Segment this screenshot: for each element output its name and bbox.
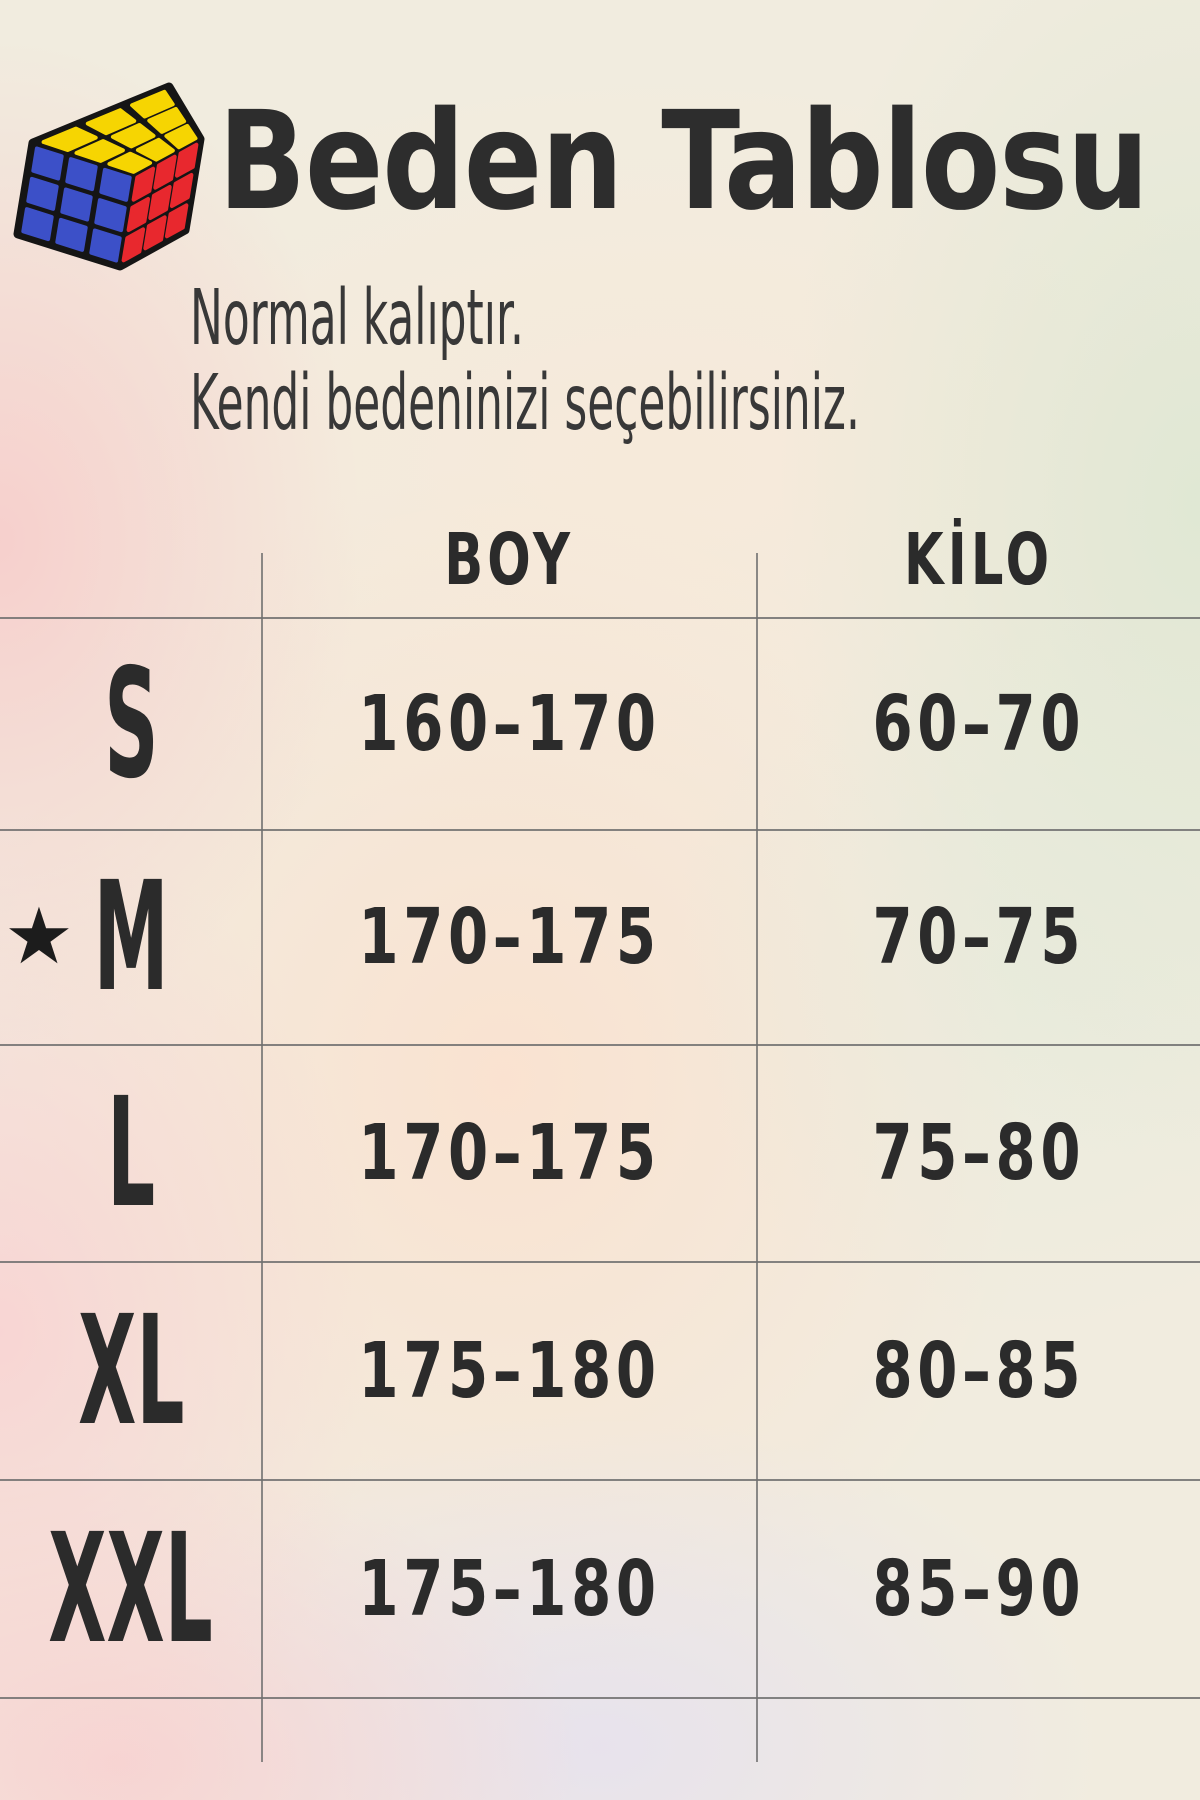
- cube-sticker-top: [85, 108, 137, 136]
- cube-sticker-right: [174, 142, 199, 178]
- table-row-xl-size: XL: [0, 1263, 262, 1479]
- cube-sticker-right: [153, 154, 177, 190]
- table-row-xl-kilo: 80–85: [757, 1263, 1200, 1479]
- table-row-xl-boy: 175–180: [262, 1263, 757, 1479]
- cube-sticker-right: [148, 185, 172, 220]
- column-header-boy-label: BOY: [444, 517, 575, 601]
- boy-value-s: 160–170: [358, 679, 661, 769]
- size-label-m: M: [93, 849, 169, 1025]
- subtitle-line-1: Normal kalıptır.: [190, 274, 524, 363]
- cube-sticker-top: [164, 123, 198, 150]
- cube-sticker-left: [55, 217, 88, 252]
- table-row-m-size: M: [0, 831, 262, 1044]
- grid-hline-6: [0, 1697, 1200, 1699]
- cube-sticker-right: [169, 173, 194, 208]
- grid-hline-4: [0, 1261, 1200, 1263]
- column-header-boy: BOY: [262, 500, 757, 618]
- size-label-l: L: [106, 1065, 156, 1241]
- cube-sticker-left: [99, 167, 132, 202]
- cube-sticker-top: [135, 137, 175, 162]
- cube-sticker-right: [126, 197, 151, 232]
- grid-hline-3: [0, 1044, 1200, 1046]
- cube-sticker-right: [143, 215, 167, 251]
- kilo-value-xl: 80–85: [872, 1326, 1085, 1416]
- grid-hline-2: [0, 829, 1200, 831]
- cube-sticker-top: [130, 89, 175, 119]
- cube-sticker-left: [65, 157, 98, 192]
- table-row-l-size: L: [0, 1046, 262, 1261]
- size-label-xl: XL: [77, 1282, 185, 1459]
- subtitle: Normal kalıptır. Kendi bedeninizi seçebi…: [190, 276, 1200, 446]
- boy-value-xl: 175–180: [358, 1326, 661, 1416]
- grid-hline-5: [0, 1479, 1200, 1481]
- column-header-kilo-label: KİLO: [903, 517, 1054, 601]
- cube-sticker-top: [74, 139, 125, 163]
- kilo-value-m: 70–75: [872, 893, 1085, 982]
- table-row-m-kilo: 70–75: [757, 831, 1200, 1044]
- cube-sticker-left: [94, 198, 127, 233]
- cube-sticker-top: [147, 106, 187, 134]
- grid-hline-1: [0, 617, 1200, 619]
- size-label-s: S: [103, 635, 159, 812]
- cube-sticker-left: [26, 176, 59, 211]
- cube-sticker-left: [60, 187, 93, 222]
- table-row-s-boy: 160–170: [262, 619, 757, 829]
- boy-value-l: 170–175: [358, 1109, 661, 1198]
- size-label-xxl: XXL: [48, 1500, 214, 1677]
- kilo-value-s: 60–70: [872, 679, 1085, 769]
- column-header-kilo: KİLO: [757, 500, 1200, 618]
- grid-vline-1: [261, 553, 263, 1762]
- table-row-l-kilo: 75–80: [757, 1046, 1200, 1261]
- table-row-l-boy: 170–175: [262, 1046, 757, 1261]
- kilo-value-xxl: 85–90: [872, 1544, 1085, 1634]
- boy-value-m: 170–175: [358, 893, 661, 982]
- cube-sticker-top: [107, 151, 153, 174]
- table-row-xxl-size: XXL: [0, 1481, 262, 1697]
- selected-size-star-icon: ★: [4, 892, 74, 982]
- boy-value-xxl: 175–180: [358, 1544, 661, 1634]
- cube-sticker-right: [131, 166, 156, 202]
- cube-sticker-left: [89, 228, 122, 263]
- cube-sticker-left: [21, 207, 54, 242]
- page-title: Beden Tablosu: [218, 83, 1149, 241]
- table-row-s-kilo: 60–70: [757, 619, 1200, 829]
- cube-sticker-right: [121, 227, 146, 263]
- subtitle-line-2: Kendi bedeninizi seçebilirsiniz.: [190, 359, 860, 448]
- grid-vline-2: [756, 553, 758, 1762]
- kilo-value-l: 75–80: [872, 1109, 1085, 1198]
- table-row-xxl-boy: 175–180: [262, 1481, 757, 1697]
- table-row-m-boy: 170–175: [262, 831, 757, 1044]
- rubiks-cube-icon: [10, 80, 210, 280]
- cube-sticker-left: [31, 146, 64, 181]
- table-row-xxl-kilo: 85–90: [757, 1481, 1200, 1697]
- table-row-s-size: S: [0, 619, 262, 829]
- cube-sticker-top: [41, 126, 98, 152]
- cube-sticker-top: [110, 123, 156, 149]
- cube-sticker-right: [164, 203, 189, 239]
